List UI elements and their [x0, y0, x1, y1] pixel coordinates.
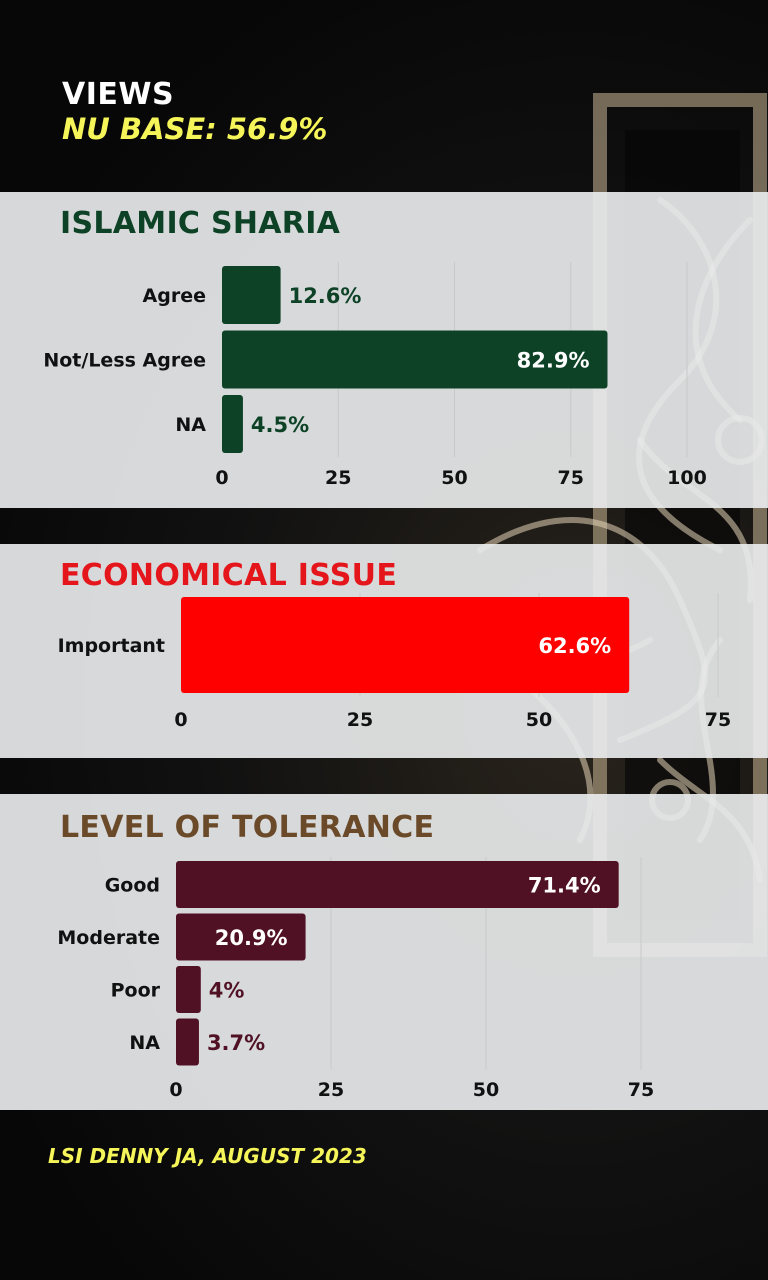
category-label: Poor	[111, 980, 161, 1002]
bar-not-less-agree	[222, 330, 608, 389]
data-label: 71.4%	[528, 874, 601, 898]
chart-islamic-sharia: 0 25 50 75 100 Agree 12.6% Not/Less Agree 82.9% N…	[43, 262, 707, 489]
source-footer: LSI DENNY JA, AUGUST 2023	[48, 1144, 367, 1168]
category-label: NA	[175, 414, 206, 436]
x-tick-label: 25	[318, 1079, 344, 1101]
data-label: 82.9%	[517, 349, 590, 373]
x-tick-label: 50	[441, 467, 467, 489]
chart-title-sharia: ISLAMIC SHARIA	[60, 206, 341, 241]
bar-na	[176, 1018, 199, 1066]
chart-title-tolerance: LEVEL OF TOLERANCE	[60, 810, 435, 845]
x-tick-label: 0	[169, 1079, 182, 1101]
category-label: NA	[129, 1032, 160, 1054]
x-tick-label: 0	[174, 709, 187, 731]
chart-title-economic: ECONOMICAL ISSUE	[60, 558, 398, 593]
header: VIEWS NU BASE: 56.9%	[62, 77, 328, 147]
x-tick-label: 25	[325, 467, 351, 489]
chart-economical-issue: 0 25 50 75 Important 62.6%	[58, 593, 731, 731]
category-label: Important	[58, 635, 165, 657]
category-label: Moderate	[57, 927, 160, 949]
x-tick-label: 75	[705, 709, 731, 731]
data-label: 62.6%	[538, 634, 611, 658]
panel-islamic-sharia: ISLAMIC SHARIA 0 25 50 75 100 Agree 12.6% Not/L…	[0, 192, 768, 508]
data-label: 20.9%	[215, 926, 288, 950]
category-label: Agree	[143, 285, 206, 307]
x-tick-label: 50	[473, 1079, 499, 1101]
chart-level-of-tolerance: 0 25 50 75 Good 71.4% Moderate 20.9% Poor 4% NA 3.7…	[57, 857, 654, 1101]
nu-base-label: NU BASE: 56.9%	[62, 112, 328, 146]
bar-moderate	[176, 913, 306, 961]
x-tick-label: 25	[347, 709, 373, 731]
data-label: 3.7%	[207, 1031, 265, 1055]
views-title: VIEWS	[62, 77, 175, 112]
x-tick-label: 75	[558, 467, 584, 489]
category-label: Good	[105, 875, 160, 897]
panel-level-of-tolerance: LEVEL OF TOLERANCE 0 25 50 75 Good 71.4% Moder…	[0, 794, 768, 1110]
panel-economical-issue: ECONOMICAL ISSUE 0 25 50 75 Important 62.6%	[0, 544, 768, 758]
data-label: 4%	[209, 979, 245, 1003]
x-tick-label: 0	[215, 467, 228, 489]
x-tick-label: 50	[526, 709, 552, 731]
x-tick-label: 100	[667, 467, 707, 489]
data-label: 4.5%	[251, 413, 309, 437]
bar-good	[176, 861, 619, 908]
category-label: Not/Less Agree	[43, 350, 206, 372]
x-tick-label: 75	[628, 1079, 654, 1101]
bar-agree	[222, 266, 281, 324]
data-label: 12.6%	[289, 284, 362, 308]
bar-important	[181, 597, 630, 693]
bar-na	[222, 395, 243, 453]
bar-poor	[176, 966, 201, 1013]
